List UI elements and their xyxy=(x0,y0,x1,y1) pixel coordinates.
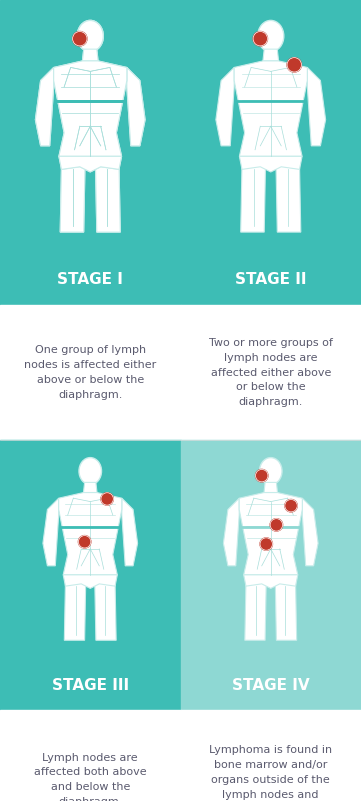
Polygon shape xyxy=(59,156,122,172)
Ellipse shape xyxy=(258,20,284,52)
Circle shape xyxy=(285,500,297,512)
Ellipse shape xyxy=(79,457,101,485)
Polygon shape xyxy=(64,582,86,640)
Polygon shape xyxy=(244,575,298,589)
Polygon shape xyxy=(95,164,120,232)
Ellipse shape xyxy=(260,457,282,485)
Ellipse shape xyxy=(77,20,103,52)
Polygon shape xyxy=(59,493,122,575)
Text: STAGE III: STAGE III xyxy=(52,678,129,693)
Text: STAGE IV: STAGE IV xyxy=(232,678,310,693)
Bar xyxy=(0,0,180,305)
Polygon shape xyxy=(95,582,116,640)
Circle shape xyxy=(73,31,87,46)
Circle shape xyxy=(270,519,283,531)
Polygon shape xyxy=(54,61,127,156)
Polygon shape xyxy=(63,575,117,589)
Bar xyxy=(0,710,180,801)
Polygon shape xyxy=(95,164,120,232)
Polygon shape xyxy=(234,61,307,156)
Polygon shape xyxy=(127,67,145,146)
Polygon shape xyxy=(241,164,266,232)
Polygon shape xyxy=(307,67,326,146)
Bar xyxy=(180,305,361,440)
Polygon shape xyxy=(302,498,318,566)
Polygon shape xyxy=(245,582,266,640)
Polygon shape xyxy=(60,164,85,232)
Polygon shape xyxy=(54,61,127,156)
Text: One group of lymph
nodes is affected either
above or below the
diaphragm.: One group of lymph nodes is affected eit… xyxy=(24,345,156,400)
Circle shape xyxy=(253,31,268,46)
Polygon shape xyxy=(276,164,301,232)
Circle shape xyxy=(260,537,273,550)
Polygon shape xyxy=(83,482,97,493)
Polygon shape xyxy=(264,482,278,493)
Polygon shape xyxy=(263,49,279,61)
Text: Lymph nodes are
affected both above
and below the
diaphragm.: Lymph nodes are affected both above and … xyxy=(34,753,147,801)
Bar xyxy=(180,440,361,710)
Bar xyxy=(0,440,180,710)
Polygon shape xyxy=(35,67,54,146)
Circle shape xyxy=(256,469,268,482)
Text: Lymphoma is found in
bone marrow and/or
organs outside of the
lymph nodes and
sp: Lymphoma is found in bone marrow and/or … xyxy=(209,745,332,801)
Polygon shape xyxy=(127,67,145,146)
Polygon shape xyxy=(239,493,302,575)
Polygon shape xyxy=(35,67,54,146)
Polygon shape xyxy=(82,49,98,61)
Text: Two or more groups of
lymph nodes are
affected either above
or below the
diaphra: Two or more groups of lymph nodes are af… xyxy=(209,338,333,407)
Text: STAGE I: STAGE I xyxy=(57,272,123,288)
Polygon shape xyxy=(223,498,239,566)
Polygon shape xyxy=(82,49,98,61)
Circle shape xyxy=(101,493,113,505)
Bar xyxy=(180,710,361,801)
Text: STAGE II: STAGE II xyxy=(235,272,306,288)
Circle shape xyxy=(78,536,91,548)
Polygon shape xyxy=(60,164,85,232)
Circle shape xyxy=(287,58,301,72)
Bar xyxy=(180,0,361,305)
Polygon shape xyxy=(275,582,297,640)
Polygon shape xyxy=(43,498,59,566)
Polygon shape xyxy=(216,67,234,146)
Polygon shape xyxy=(239,156,302,172)
Ellipse shape xyxy=(77,20,103,52)
Polygon shape xyxy=(59,156,122,172)
Bar xyxy=(0,305,180,440)
Polygon shape xyxy=(122,498,138,566)
